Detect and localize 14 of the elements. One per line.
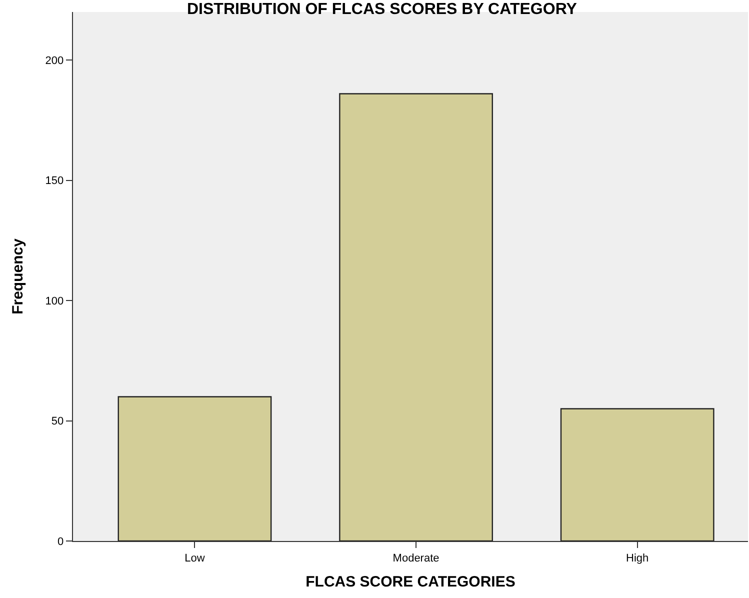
y-tick-label: 0: [57, 536, 64, 548]
chart-title: DISTRIBUTION OF FLCAS SCORES BY CATEGORY: [187, 1, 578, 18]
bar: [339, 93, 493, 541]
x-tick-label: High: [626, 552, 649, 564]
bar: [118, 396, 272, 541]
x-tick-label: Moderate: [392, 552, 440, 564]
bar: [560, 408, 714, 541]
x-tick-label: Low: [184, 552, 205, 564]
x-axis-title: FLCAS SCORE CATEGORIES: [306, 573, 516, 590]
y-axis-title: Frequency: [10, 238, 27, 314]
y-tick-label: 200: [45, 54, 64, 67]
y-tick-label: 50: [51, 416, 64, 428]
y-tick-label: 150: [45, 175, 64, 188]
y-tick-label: 100: [45, 295, 64, 308]
